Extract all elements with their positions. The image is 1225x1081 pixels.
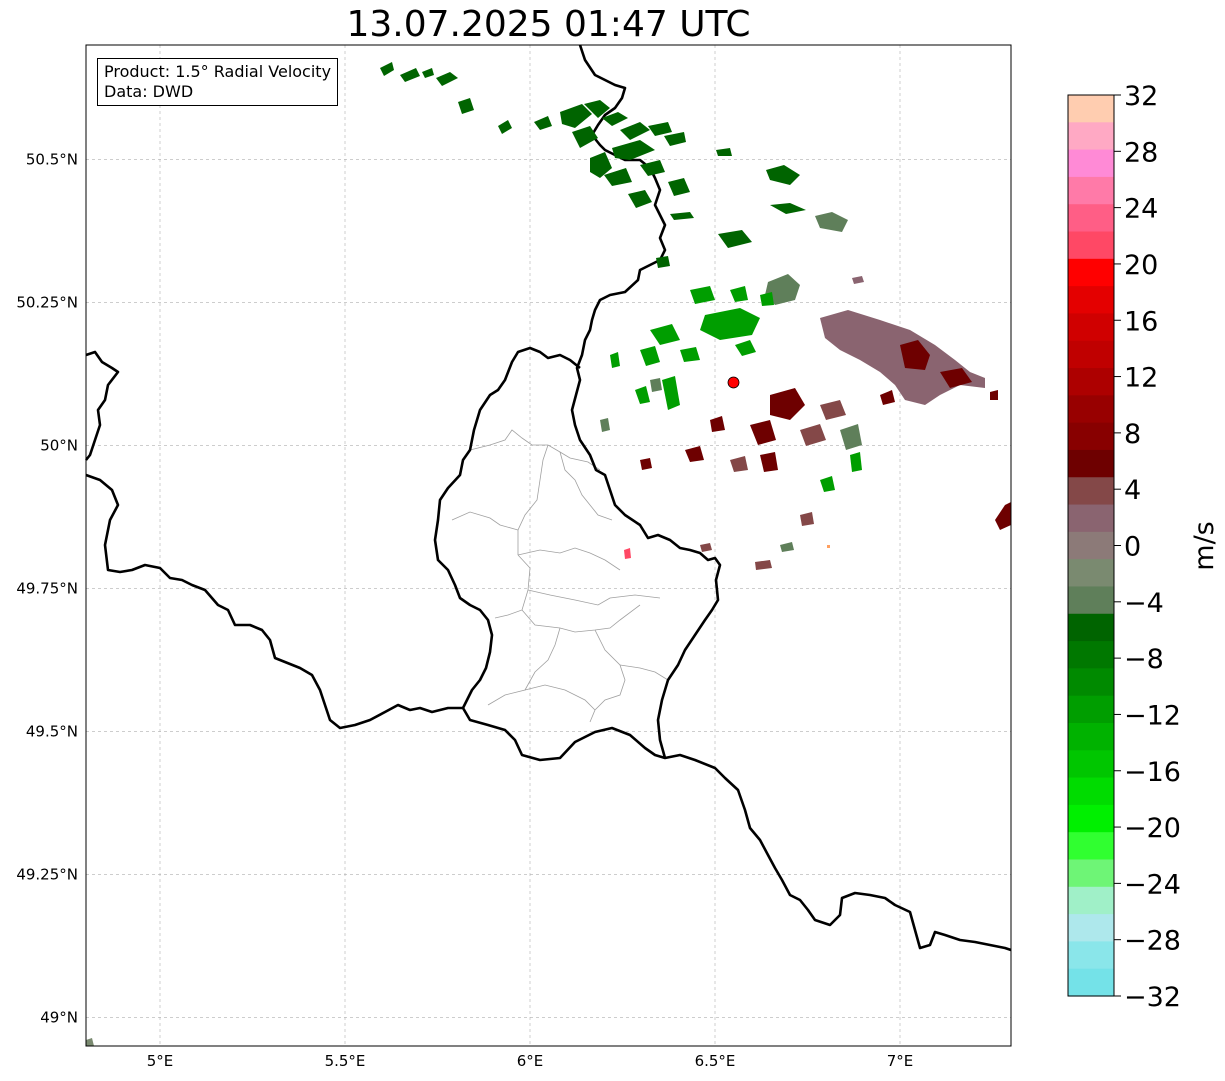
lon-tick-label: 5.5°E (325, 1052, 366, 1070)
map-title: 13.07.2025 01:47 UTC (346, 4, 751, 45)
colorbar-swatch (1068, 231, 1114, 260)
lat-tick-label: 50°N (40, 436, 78, 454)
colorbar-swatch (1068, 804, 1114, 833)
colorbar-ticks: 32 28 24 20 16 12 8 4 0 −4 −8 −12 −16 −20 −24 −28 −32 (1114, 81, 1181, 1013)
colorbar-swatch (1068, 286, 1114, 315)
colorbar-tick-label: 24 (1124, 194, 1158, 225)
colorbar-tick-label: −20 (1124, 813, 1181, 844)
region-boundaries (451, 429, 669, 723)
colorbar-swatch (1068, 95, 1114, 123)
colorbar-swatch (1068, 449, 1114, 478)
colorbar-swatch (1068, 504, 1114, 533)
longitude-tick-labels: 5°E 5.5°E 6°E 6.5°E 7°E (147, 1052, 914, 1070)
colorbar-swatch (1068, 122, 1114, 151)
colorbar-swatch (1068, 149, 1114, 178)
colorbar-tick-label: 0 (1124, 532, 1141, 563)
colorbar-tick-label: 12 (1124, 363, 1158, 394)
lon-tick-label: 6°E (517, 1052, 544, 1070)
country-borders (84, 44, 1012, 952)
lon-tick-label: 7°E (887, 1052, 914, 1070)
lat-tick-label: 50.25°N (16, 293, 78, 311)
data-source-label: Data: DWD (104, 82, 194, 101)
colorbar-swatch (1068, 477, 1114, 506)
colorbar-swatch (1068, 668, 1114, 697)
product-label: Product: 1.5° Radial Velocity (104, 62, 332, 81)
colorbar-swatch (1068, 750, 1114, 779)
colorbar-tick-label: −24 (1124, 869, 1181, 900)
colorbar-tick-label: 20 (1124, 250, 1158, 281)
colorbar-swatch (1068, 695, 1114, 724)
lat-tick-label: 49.5°N (26, 722, 78, 740)
colorbar-tick-label: 28 (1124, 137, 1158, 168)
colorbar-swatch (1068, 559, 1114, 588)
colorbar-swatch (1068, 832, 1114, 861)
radar-site-marker (727, 376, 740, 389)
colorbar-swatch (1068, 586, 1114, 615)
colorbar-tick-label: −12 (1124, 700, 1181, 731)
product-info-box: Product: 1.5° Radial Velocity Data: DWD (97, 58, 339, 106)
colorbar-swatch (1068, 941, 1114, 970)
colorbar-swatch (1068, 176, 1114, 205)
colorbar-swatch (1068, 968, 1114, 997)
lat-tick-label: 49°N (40, 1008, 78, 1026)
colorbar-swatch (1068, 204, 1114, 233)
colorbar-swatch (1068, 859, 1114, 888)
colorbar-tick-label: −32 (1124, 982, 1181, 1013)
colorbar-tick-label: −4 (1124, 588, 1164, 619)
latitude-tick-labels: 50.5°N 50.25°N 50°N 49.75°N 49.5°N 49.25°N 49°… (16, 150, 78, 1026)
colorbar-swatches (1068, 95, 1114, 997)
colorbar-tick-label: −28 (1124, 926, 1181, 957)
colorbar-swatch (1068, 313, 1114, 342)
colorbar-swatch (1068, 368, 1114, 396)
colorbar-swatch (1068, 340, 1114, 369)
colorbar-swatch (1068, 422, 1114, 451)
map-background (86, 45, 1011, 1046)
colorbar-swatch (1068, 722, 1114, 751)
lat-tick-label: 50.5°N (26, 150, 78, 168)
colorbar-swatch (1068, 395, 1114, 424)
colorbar-swatch (1068, 777, 1114, 806)
colorbar-swatch (1068, 914, 1114, 942)
lat-tick-label: 49.75°N (16, 579, 78, 597)
colorbar-tick-label: 4 (1124, 475, 1141, 506)
colorbar-unit-label: m/s (1189, 521, 1220, 570)
colorbar-tick-label: 16 (1124, 306, 1158, 337)
colorbar-swatch (1068, 886, 1114, 915)
colorbar: 32 28 24 20 16 12 8 4 0 −4 −8 −12 −16 −20 −24 −28 −32 m/… (1067, 81, 1220, 1013)
lon-tick-label: 5°E (147, 1052, 174, 1070)
colorbar-tick-label: −8 (1124, 644, 1164, 675)
colorbar-tick-label: 8 (1124, 419, 1141, 450)
colorbar-swatch (1068, 531, 1114, 560)
radar-echoes (86, 62, 1011, 1046)
colorbar-swatch (1068, 613, 1114, 642)
colorbar-tick-label: 32 (1124, 81, 1158, 112)
lat-tick-label: 49.25°N (16, 865, 78, 883)
map-frame (85, 44, 1012, 1047)
colorbar-swatch (1068, 258, 1114, 287)
colorbar-swatch (1068, 641, 1114, 669)
colorbar-tick-label: −16 (1124, 757, 1181, 788)
map-plot-area (84, 44, 1012, 1047)
lon-tick-label: 6.5°E (695, 1052, 736, 1070)
